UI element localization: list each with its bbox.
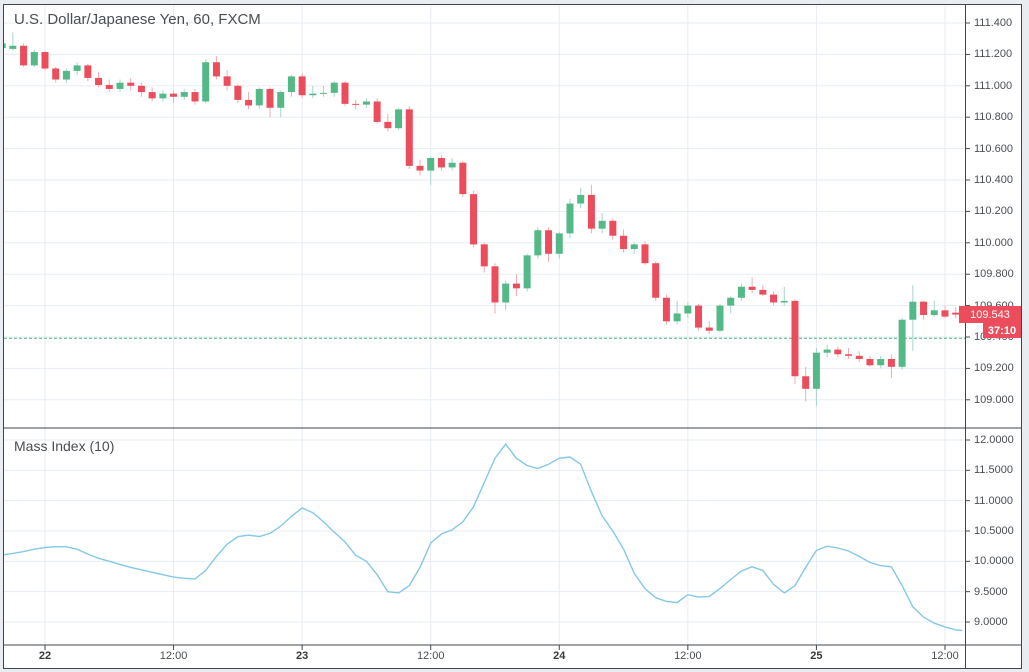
- symbol-title[interactable]: U.S. Dollar/Japanese Yen, 60, FXCM: [14, 11, 261, 28]
- price-tick-label: 110.800: [974, 111, 1013, 124]
- candles: [4, 32, 960, 407]
- indicator-tick-label: 9.0000: [974, 616, 1008, 628]
- price-tick-label: 109.800: [974, 268, 1014, 281]
- time-tick-label: 23: [296, 650, 309, 662]
- tradingview-chart-widget: U.S. Dollar/Japanese Yen, 60, FXCM Mass …: [3, 4, 1022, 669]
- time-tick-label: 25: [810, 650, 823, 662]
- price-tick-label: 109.200: [974, 362, 1014, 375]
- time-axis[interactable]: 22 12:00 23 12:00 24 12:00 25 12:00: [4, 645, 966, 668]
- price-tick-label: 109.000: [974, 393, 1014, 406]
- price-tick-label: 110.000: [974, 236, 1013, 249]
- indicator-tick-label: 9.5000: [974, 585, 1008, 598]
- time-tick-label: 24: [553, 650, 566, 662]
- indicator-tick-label: 10.5000: [974, 525, 1014, 537]
- indicator-tick-label: 11.5000: [974, 464, 1013, 477]
- time-tick-label: 22: [38, 650, 52, 662]
- price-tick-label: 110.200: [974, 205, 1013, 218]
- axis-tick-marks: [44, 22, 970, 650]
- price-axis[interactable]: 111.400 111.200 111.000 110.800 110.600 110.4…: [966, 5, 1021, 428]
- mass-index-line: [4, 443, 963, 632]
- chart-canvas[interactable]: [4, 5, 1021, 668]
- indicator-title[interactable]: Mass Index (10): [14, 438, 115, 454]
- price-tick-label: 111.400: [974, 17, 1013, 29]
- price-tick-label: 111.200: [974, 48, 1013, 61]
- price-tick-label: 111.000: [974, 79, 1013, 92]
- indicator-axis[interactable]: 12.0000 11.5000 11.0000 10.5000 10.0000 9.500…: [966, 428, 1021, 645]
- bar-countdown-badge: 37:10: [983, 323, 1021, 339]
- price-tick-label: 110.600: [974, 142, 1013, 155]
- time-tick-label: 12:00: [931, 650, 959, 662]
- time-tick-label: 12:00: [674, 650, 702, 662]
- indicator-tick-label: 12.0000: [974, 434, 1014, 446]
- time-tick-label: 12:00: [416, 650, 445, 662]
- last-price-badge: 109.543: [959, 306, 1021, 324]
- time-tick-label: 12:00: [159, 650, 188, 662]
- grid-lines: [4, 5, 966, 645]
- price-tick-label: 110.400: [974, 174, 1013, 186]
- indicator-tick-label: 10.0000: [974, 555, 1014, 568]
- indicator-tick-label: 11.0000: [974, 494, 1013, 507]
